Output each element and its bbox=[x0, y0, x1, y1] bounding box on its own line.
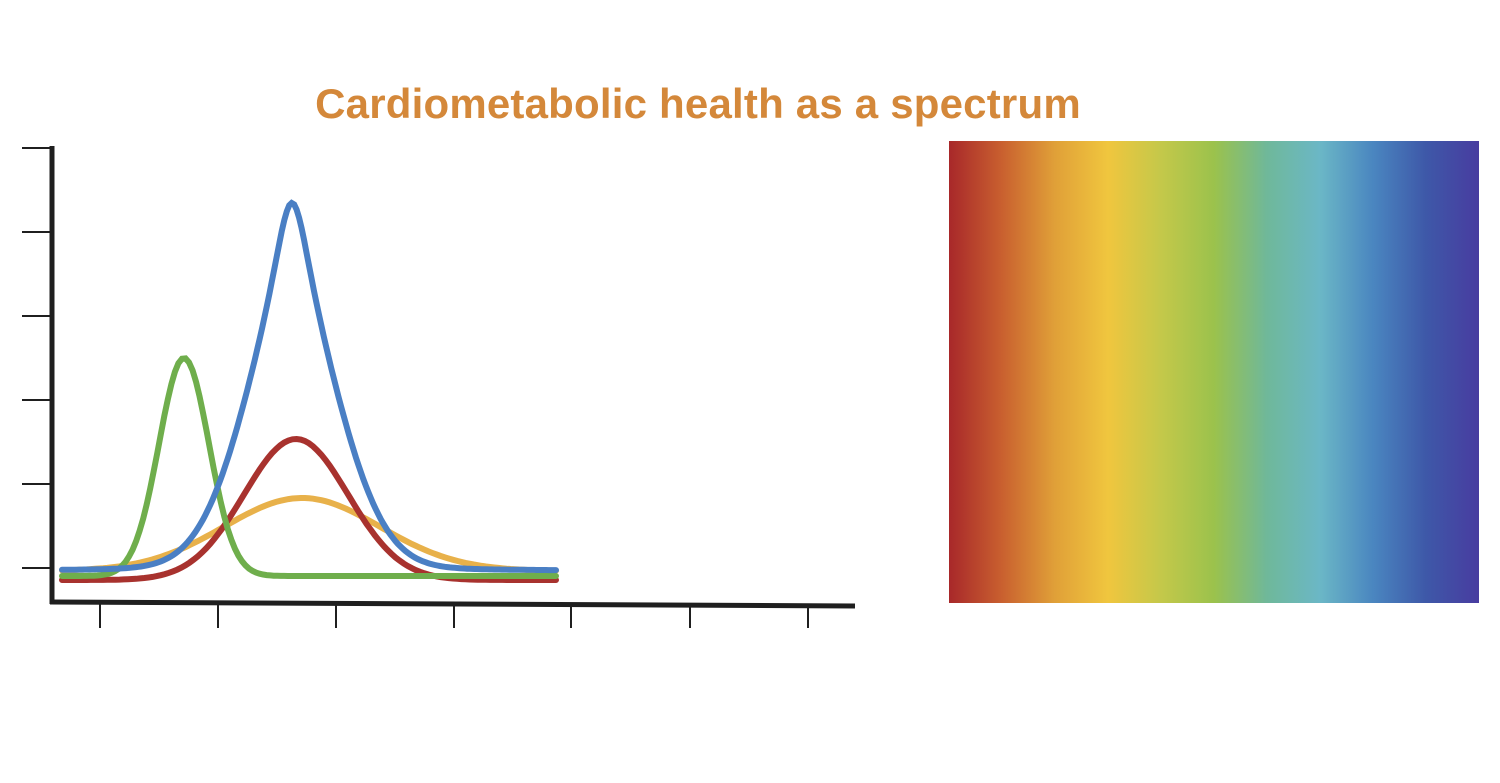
x-axis-ticks bbox=[99, 604, 809, 628]
y-axis-ticks bbox=[22, 147, 52, 569]
plot-axes bbox=[49, 146, 856, 609]
distribution-plot bbox=[22, 146, 856, 628]
curve-yellow bbox=[59, 495, 559, 574]
page-title: Cardiometabolic health as a spectrum bbox=[315, 80, 1081, 127]
color-spectrum-bar bbox=[949, 141, 1479, 603]
x-axis bbox=[49, 599, 856, 609]
curve-green bbox=[59, 355, 559, 579]
curve-red bbox=[59, 435, 559, 583]
curve-blue bbox=[59, 199, 559, 574]
distribution-curves bbox=[59, 199, 559, 583]
